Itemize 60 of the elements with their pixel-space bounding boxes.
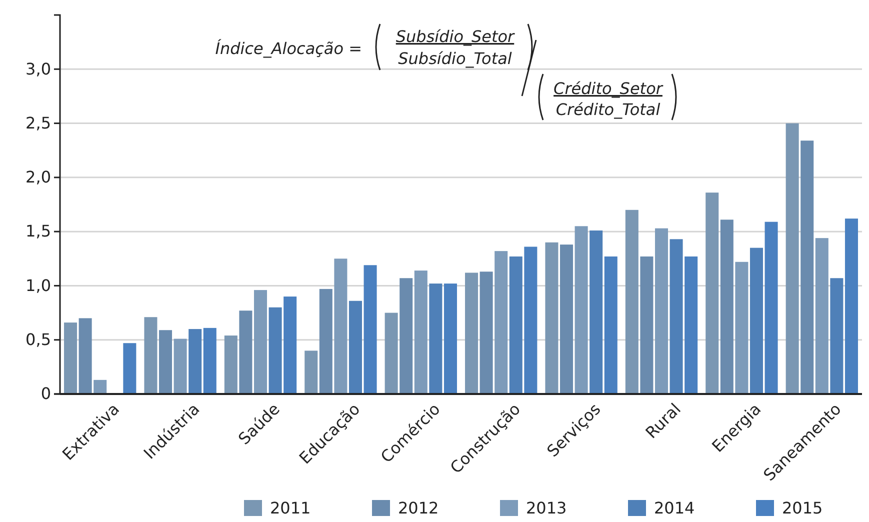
bar	[815, 238, 828, 394]
y-tick-label: 1,5	[26, 222, 51, 241]
bar	[400, 278, 413, 394]
y-tick-label: 3,0	[26, 59, 51, 78]
bar	[384, 312, 398, 394]
bar	[640, 256, 654, 394]
bar	[364, 265, 377, 394]
bar	[480, 272, 493, 394]
bar	[465, 272, 478, 394]
bar	[334, 258, 348, 394]
annotation: Subsídio_Total	[398, 49, 512, 68]
bar	[800, 140, 814, 394]
bar	[494, 251, 508, 394]
bar	[254, 290, 268, 394]
y-tick-label: 0	[40, 384, 51, 404]
bar	[654, 228, 668, 394]
y-tick-label: 2,0	[26, 168, 51, 187]
legend-label: 2013	[526, 498, 567, 518]
bar	[786, 123, 799, 394]
bar	[144, 317, 158, 394]
bar	[64, 322, 78, 394]
annotation: Índice_Alocação =	[215, 39, 362, 58]
bar	[348, 300, 362, 394]
annotation: Crédito_Total	[556, 100, 661, 119]
bar	[319, 288, 332, 394]
bar	[159, 330, 172, 394]
bar	[764, 222, 778, 394]
bar	[224, 336, 238, 394]
bar	[123, 343, 136, 394]
bar	[78, 318, 92, 394]
bar	[844, 218, 858, 394]
y-tick-label: 2,5	[26, 113, 51, 132]
bar	[304, 350, 318, 394]
legend-label: 2015	[782, 498, 823, 518]
bar	[560, 244, 574, 394]
bar	[735, 262, 748, 394]
bar	[444, 284, 457, 394]
bar	[625, 210, 638, 394]
legend-label: 2014	[654, 498, 695, 518]
annotation: Subsídio_Setor	[396, 27, 516, 46]
bar	[545, 242, 558, 394]
bar	[590, 230, 603, 394]
bar	[188, 329, 202, 394]
bar	[203, 328, 216, 394]
bar	[574, 226, 588, 394]
annotation: Crédito_Setor	[554, 79, 664, 98]
y-tick-label: 0,5	[26, 330, 51, 349]
bar	[830, 278, 844, 394]
bar	[604, 256, 618, 394]
bar	[239, 310, 252, 394]
legend-label: 2012	[398, 498, 439, 518]
bar	[174, 338, 187, 394]
legend-label: 2011	[270, 498, 311, 518]
bar	[706, 192, 719, 394]
bar	[414, 270, 428, 394]
bar	[429, 284, 442, 394]
bar	[720, 220, 734, 394]
bar	[94, 380, 107, 394]
bar	[750, 248, 763, 394]
y-tick-label: 1,0	[26, 276, 51, 295]
